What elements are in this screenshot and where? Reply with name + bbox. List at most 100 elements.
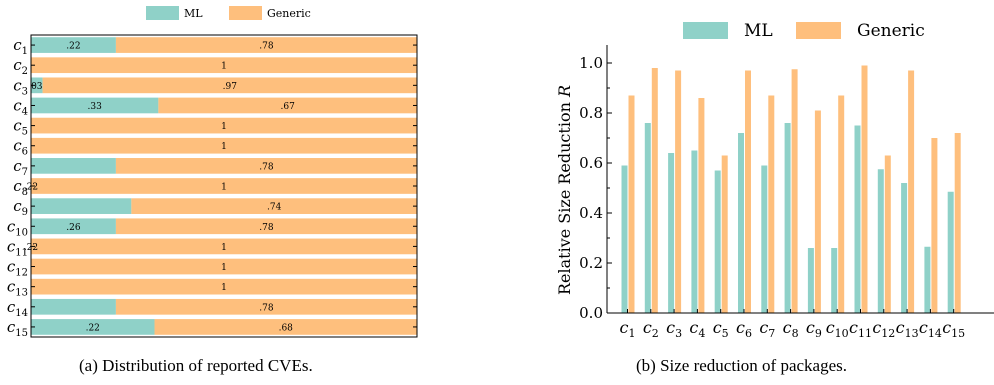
bar-generic-c9 xyxy=(814,110,821,313)
legend-a-generic-label: Generic xyxy=(267,7,311,20)
ytick-label-a-c2: c2 xyxy=(13,56,28,77)
bar-ml-c10 xyxy=(831,248,838,313)
chart-a: ML Generic .22 .78 1 03 .97 .33 .67 1 1 .78 .22 1 .7… xyxy=(7,6,418,339)
bar-ml-c2 xyxy=(644,123,651,313)
ytick-label-a-c1: c1 xyxy=(13,36,28,57)
bar-generic-c1 xyxy=(115,37,418,53)
ytick-label-b-1.0: 1.0 xyxy=(579,54,603,72)
bar-generic-c6 xyxy=(745,70,751,313)
bar-ml-c15 xyxy=(947,191,954,313)
bar-generic-c11 xyxy=(861,65,868,313)
label-generic-c15: .68 xyxy=(279,323,294,333)
xtick-label-b-c4: c4 xyxy=(689,318,705,340)
ytick-label-a-c4: c4 xyxy=(13,96,28,117)
bar-generic-c2 xyxy=(31,57,417,74)
axes-b: c1 c2 c3 c4 c5 c6 c7 c8 c9 c10 c11 c12 c13 c14 c15 0.0 0… xyxy=(579,45,994,340)
bar-ml-c7 xyxy=(761,165,768,313)
bar-generic-c12 xyxy=(884,155,891,313)
bar-generic-c13 xyxy=(31,278,417,295)
bar-generic-c15 xyxy=(954,133,961,313)
bar-ml-c13 xyxy=(901,183,908,313)
bar-generic-c4 xyxy=(158,97,417,114)
bar-generic-c12 xyxy=(31,258,417,275)
y-axis-label-b: Relative Size Reduction R xyxy=(555,85,574,295)
bar-generic-c4 xyxy=(698,98,705,313)
bar-ml-c6 xyxy=(738,133,744,313)
bar-generic-c13 xyxy=(908,70,915,313)
xtick-label-b-c6: c6 xyxy=(736,318,752,340)
bar-ml-c5 xyxy=(714,170,721,313)
xtick-label-b-c9: c9 xyxy=(806,318,822,340)
xtick-label-b-c14: c14 xyxy=(919,318,942,340)
ytick-label-b-0.8: 0.8 xyxy=(579,104,603,122)
bar-ml-c10 xyxy=(31,218,116,235)
ytick-label-a-c7: c7 xyxy=(13,157,28,178)
bar-ml-c8 xyxy=(784,123,791,313)
bar-generic-c7 xyxy=(768,95,775,313)
bar-generic-c10 xyxy=(838,95,845,313)
label-generic-c1: .78 xyxy=(259,42,274,52)
label-ml-c4: .33 xyxy=(88,102,103,112)
bar-generic-c3 xyxy=(675,70,682,313)
xtick-label-b-c10: c10 xyxy=(826,318,849,340)
ytick-label-a-c10: c10 xyxy=(7,217,28,238)
bar-generic-c8 xyxy=(791,69,798,313)
xtick-label-b-c13: c13 xyxy=(896,318,919,340)
label-generic-c3: .97 xyxy=(223,82,238,92)
bar-generic-c2 xyxy=(651,68,658,313)
chart-b: ML Generic c1 c2 c3 c4 c5 c6 c7 c8 c9 c10 c11 c12 c1… xyxy=(555,21,994,340)
label-generic-c5: 1 xyxy=(221,122,227,132)
xtick-label-b-c1: c1 xyxy=(620,318,636,340)
label-generic-c11: 1 xyxy=(221,243,227,253)
label-generic-c8: 1 xyxy=(221,183,227,193)
label-ml-c15: .22 xyxy=(86,323,100,333)
label-ml-c3: 03 xyxy=(31,82,43,92)
xtick-label-b-c2: c2 xyxy=(643,318,659,340)
label-generic-c10: .78 xyxy=(259,223,274,233)
ytick-label-a-c12: c12 xyxy=(7,258,28,279)
bar-ml-c15 xyxy=(31,319,155,335)
bar-ml-c1 xyxy=(31,37,116,53)
xtick-label-b-c7: c7 xyxy=(759,318,775,340)
legend-a-ml-swatch xyxy=(146,6,179,20)
xtick-label-b-c8: c8 xyxy=(783,318,799,340)
legend-b-ml-label: ML xyxy=(744,21,773,41)
bar-generic-c3 xyxy=(42,77,417,94)
bar-generic-c8 xyxy=(31,178,417,194)
bar-ml-c14 xyxy=(924,246,931,313)
bar-generic-c5 xyxy=(31,117,417,134)
bar-generic-c10 xyxy=(115,218,418,235)
bar-ml-c9 xyxy=(31,198,132,214)
label-ml-c1: .22 xyxy=(66,42,80,52)
bar-ml-c4 xyxy=(31,97,159,114)
legend-b-generic-swatch xyxy=(796,22,841,39)
label-ml-c10: .26 xyxy=(66,223,81,233)
legend-b-ml-swatch xyxy=(683,22,728,39)
bar-ml-c9 xyxy=(807,248,814,313)
bar-ml-c14 xyxy=(31,298,116,315)
ytick-label-a-c15: c15 xyxy=(7,318,28,339)
label-generic-c12: 1 xyxy=(221,263,227,273)
ytick-label-b-0.2: 0.2 xyxy=(579,254,603,272)
plot-frame-a xyxy=(30,34,418,338)
ytick-label-a-c14: c14 xyxy=(7,298,28,319)
ytick-label-a-c5: c5 xyxy=(13,117,28,138)
ytick-label-a-c8: c8 xyxy=(13,177,28,198)
bar-generic-c14 xyxy=(931,138,938,313)
ytick-label-b-0.0: 0.0 xyxy=(579,304,603,322)
xtick-label-b-c11: c11 xyxy=(849,318,872,340)
ytick-label-a-c9: c9 xyxy=(13,197,28,218)
label-generic-c7: .78 xyxy=(259,162,274,172)
xtick-label-b-c15: c15 xyxy=(942,318,965,340)
bar-generic-c9 xyxy=(131,198,418,214)
ytick-label-a-c3: c3 xyxy=(13,76,28,97)
ytick-label-b-0.6: 0.6 xyxy=(579,154,603,172)
label-generic-c4: .67 xyxy=(281,102,296,112)
bar-generic-c14 xyxy=(115,298,418,315)
bar-generic-c1 xyxy=(628,95,635,313)
legend-b: ML Generic xyxy=(683,21,925,41)
bar-generic-c15 xyxy=(154,319,417,335)
